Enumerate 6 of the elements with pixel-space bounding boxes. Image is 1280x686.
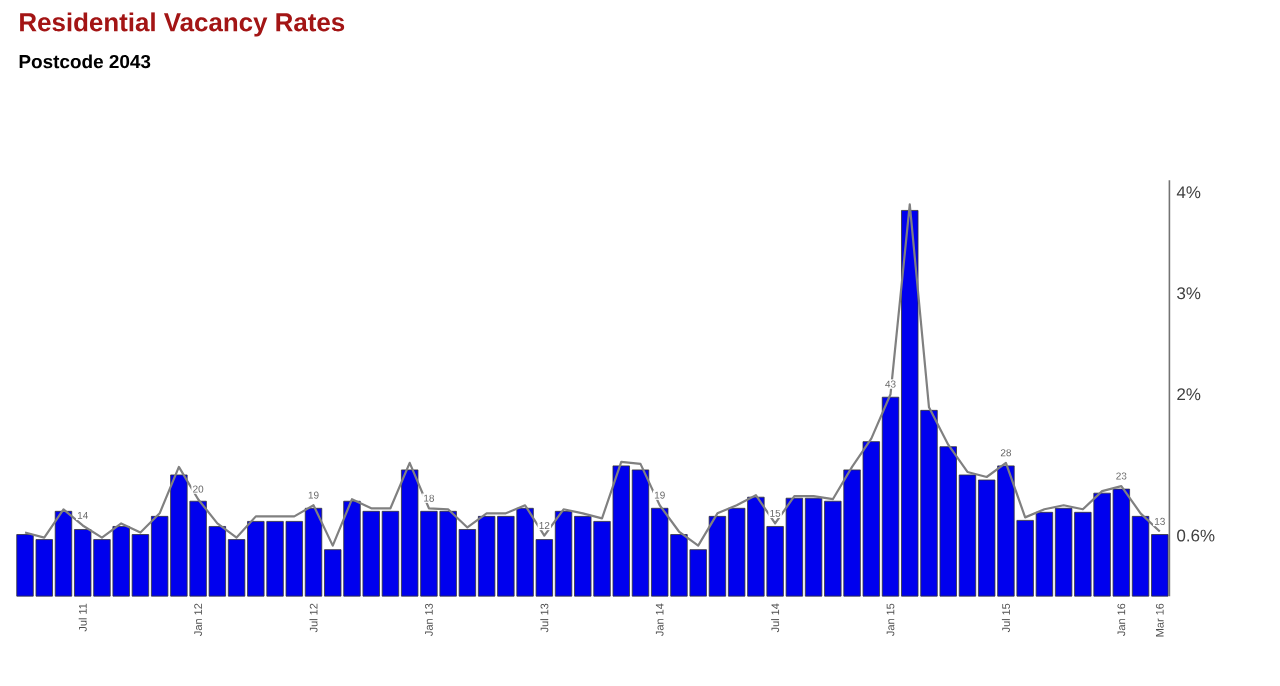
y-tick-label: 2% [1177,388,1201,401]
chart-subtitle: Postcode 2043 [19,54,151,69]
y-tick-label: 3% [1177,287,1201,300]
y-tick-label: 0.6% [1177,529,1215,542]
y-tick-label: 4% [1176,186,1201,199]
chart-title: Residential Vacancy Rates [20,12,345,37]
